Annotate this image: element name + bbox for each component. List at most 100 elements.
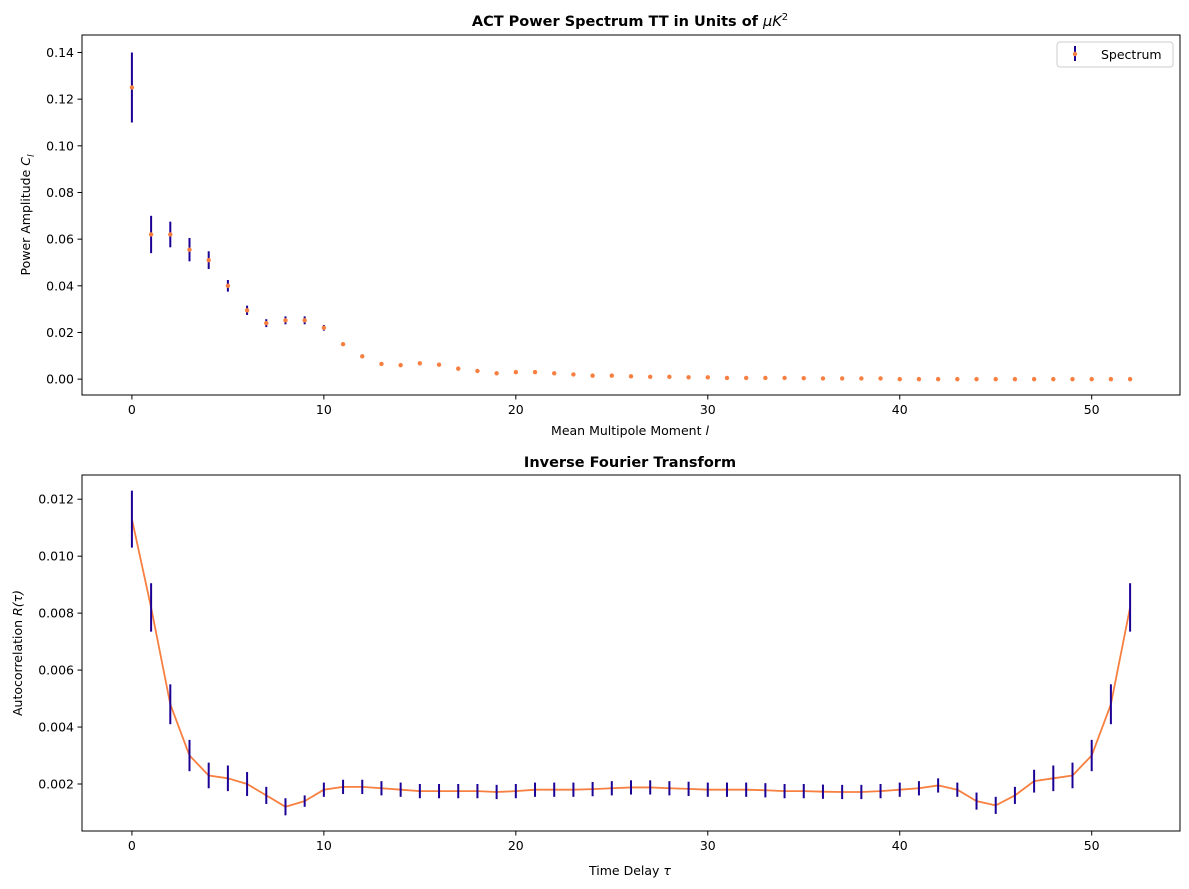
data-point [916, 376, 922, 382]
axes-frame [81, 34, 1181, 396]
y-axis-label: Power Amplitude Cl [18, 154, 37, 276]
data-point [532, 369, 538, 375]
y-tick-label: 0.06 [46, 232, 74, 247]
x-tick-label: 0 [128, 402, 136, 417]
data-point [743, 375, 749, 381]
data-point [129, 85, 135, 90]
data-point [859, 376, 864, 381]
data-point [513, 369, 519, 375]
legend-entry-spectrum: Spectrum [1101, 47, 1162, 62]
x-tick-label: 10 [316, 838, 332, 853]
plot-marks [130, 490, 1132, 816]
data-point [839, 376, 845, 381]
data-point [993, 376, 998, 382]
y-tick-label: 0.00 [46, 372, 74, 387]
data-point [436, 362, 442, 367]
y-tick-label: 0.010 [38, 549, 74, 564]
data-point [264, 320, 269, 326]
data-point [321, 325, 327, 331]
data-point [302, 318, 307, 323]
data-point [552, 371, 557, 376]
data-point [935, 376, 941, 382]
y-tick-label: 0.08 [46, 185, 74, 200]
x-tick-label: 40 [892, 838, 908, 853]
data-point [168, 232, 173, 237]
y-axis-ticks: 0.00 0.02 0.04 0.06 0.08 0.10 0.12 0.14 [46, 45, 82, 387]
y-tick-label: 0.04 [46, 278, 74, 293]
chart-title: Inverse Fourier Transform [524, 455, 736, 471]
data-point [1070, 376, 1075, 382]
data-point [724, 375, 730, 381]
x-tick-label: 50 [1084, 838, 1100, 853]
x-axis-label: Mean Multipole Moment l [551, 423, 709, 438]
data-point [667, 374, 672, 380]
y-tick-label: 0.02 [46, 325, 74, 340]
y-tick-label: 0.012 [38, 492, 74, 507]
y-tick-label: 0.006 [38, 663, 74, 678]
data-point [1108, 376, 1114, 382]
data-point [590, 373, 595, 378]
y-tick-label: 0.002 [38, 777, 74, 792]
data-point [1051, 376, 1056, 382]
data-point [878, 376, 883, 381]
data-point [360, 354, 365, 359]
data-point [1012, 376, 1018, 382]
legend: Spectrum [1056, 41, 1174, 68]
data-point [955, 376, 960, 382]
x-tick-label: 30 [700, 838, 716, 853]
data-point [1089, 376, 1094, 382]
data-point [379, 361, 384, 367]
y-tick-label: 0.008 [38, 606, 74, 621]
data-point [456, 366, 461, 371]
data-point [1031, 376, 1037, 382]
data-point [705, 375, 710, 380]
data-point [628, 374, 634, 379]
legend-marker-swatch [1072, 51, 1078, 57]
x-tick-label: 30 [700, 402, 716, 417]
legend-box [1056, 41, 1174, 68]
x-axis-label: Time Delay τ [588, 863, 671, 878]
x-tick-label: 0 [128, 838, 136, 853]
chart-title: ACT Power Spectrum TT in Units of μK2 [472, 12, 788, 30]
x-tick-label: 40 [892, 402, 908, 417]
data-point [398, 362, 403, 368]
power-spectrum-panel: ACT Power Spectrum TT in Units of μK2 0 1… [18, 12, 1181, 438]
data-point [206, 257, 211, 263]
y-axis-label: Autocorrelation R(τ) [10, 590, 25, 716]
y-axis-ticks: 0.002 0.004 0.006 0.008 0.010 0.012 [38, 492, 82, 792]
data-point [283, 318, 288, 323]
x-tick-label: 50 [1084, 402, 1100, 417]
y-tick-label: 0.10 [46, 138, 74, 153]
plot-marks [129, 52, 1133, 382]
data-point [148, 232, 154, 237]
data-point [475, 368, 480, 374]
y-tick-label: 0.12 [46, 92, 74, 107]
data-point [1127, 376, 1133, 382]
data-point [763, 375, 768, 381]
data-point [609, 373, 615, 378]
data-point [782, 375, 787, 381]
data-point [417, 361, 423, 366]
y-tick-label: 0.14 [46, 45, 74, 60]
data-point [686, 375, 691, 380]
x-tick-label: 10 [316, 402, 332, 417]
data-point [494, 371, 499, 376]
data-point [571, 372, 576, 377]
data-point [187, 247, 192, 252]
y-tick-label: 0.004 [38, 720, 74, 735]
data-point [897, 376, 902, 382]
data-point [820, 376, 826, 381]
data-point [225, 283, 231, 289]
x-tick-label: 20 [508, 402, 524, 417]
data-point [974, 376, 979, 382]
data-point [647, 374, 653, 380]
data-point [801, 376, 806, 381]
data-point [244, 308, 250, 313]
axes-frame [81, 474, 1181, 832]
autocorrelation-panel: Inverse Fourier Transform 0 10 20 30 40 50 0.… [10, 455, 1181, 878]
x-axis-ticks: 0 10 20 30 40 50 [128, 395, 1100, 417]
x-tick-label: 20 [508, 838, 524, 853]
data-point [340, 341, 346, 347]
